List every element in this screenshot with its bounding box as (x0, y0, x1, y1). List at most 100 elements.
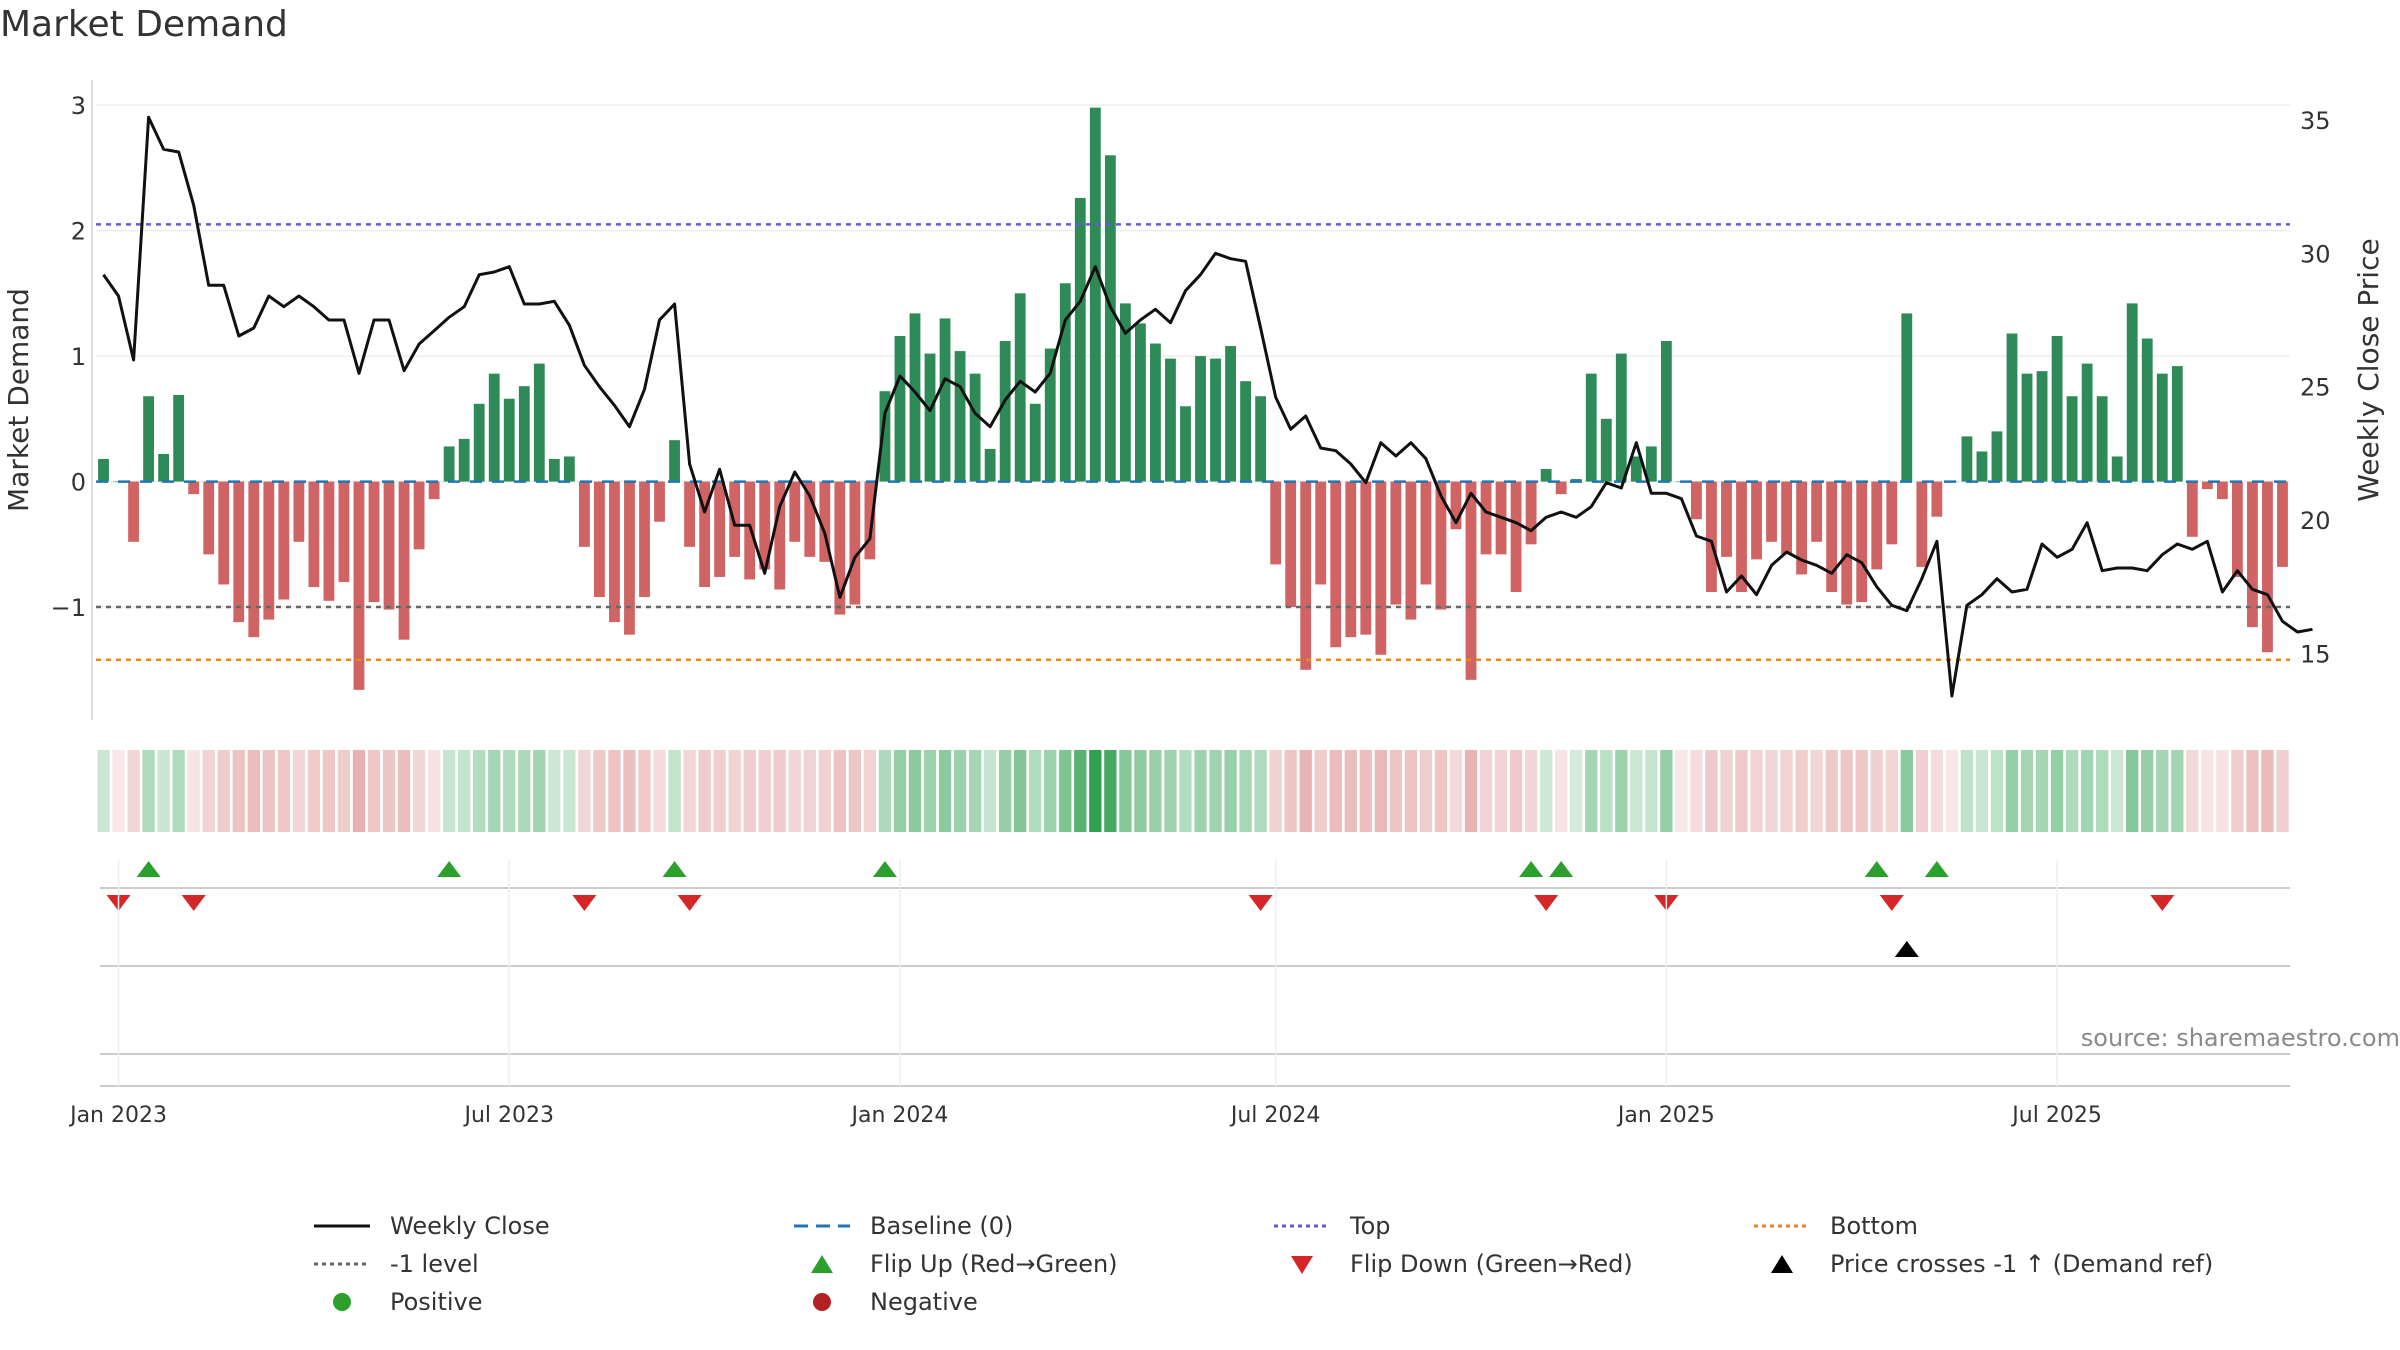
demand-bar (98, 458, 109, 482)
demand-bar (2096, 396, 2108, 482)
heat-cell (157, 750, 170, 832)
demand-bar (443, 446, 455, 482)
legend-label: Flip Up (Red→Green) (870, 1250, 1118, 1278)
heat-cell (1494, 750, 1508, 832)
heat-cell (638, 750, 651, 832)
heat-cell (1254, 750, 1267, 832)
y2-tick-label: 25 (2300, 374, 2331, 402)
demand-bar (729, 481, 741, 557)
demand-bar (1721, 481, 1732, 557)
demand-bar (458, 438, 470, 482)
flip-down-marker (1879, 895, 1904, 911)
heat-cell (1449, 750, 1463, 832)
heat-cell (893, 750, 907, 832)
heat-cell (803, 750, 816, 832)
flip-up-marker (1519, 861, 1544, 877)
heat-cell (247, 750, 260, 832)
heat-cell (1675, 750, 1688, 832)
heat-cell (563, 750, 576, 832)
demand-bar (654, 481, 665, 522)
heat-cell (1299, 750, 1312, 832)
y-tick-label: 3 (71, 92, 86, 120)
demand-bar (1405, 481, 1417, 620)
demand-bar (1465, 481, 1477, 680)
heat-cell (1585, 750, 1598, 832)
legend-label: Top (1350, 1212, 1391, 1240)
x-tick-label: Jul 2025 (2010, 1103, 2102, 1128)
flip-up-marker (872, 861, 897, 877)
demand-bar (173, 394, 185, 482)
heat-cell (1269, 750, 1282, 832)
heat-cell (1855, 750, 1868, 832)
heat-cell (412, 750, 426, 832)
demand-bar (428, 481, 440, 500)
demand-bar (158, 453, 170, 482)
heat-cell (1239, 750, 1252, 832)
demand-bar (1736, 481, 1747, 592)
heat-cell (187, 750, 200, 832)
demand-bar (308, 481, 320, 587)
demand-bar (1285, 481, 1297, 608)
flip-down-marker (2150, 895, 2175, 911)
heat-cell (277, 750, 291, 832)
heat-cell (848, 750, 862, 832)
heat-cell (1825, 750, 1838, 832)
heat-cell (833, 750, 847, 832)
demand-bar (278, 481, 290, 600)
demand-bar (1916, 481, 1928, 567)
demand-bar (609, 481, 620, 623)
solid-line-icon (314, 1224, 370, 1228)
heat-cell (202, 750, 215, 832)
heat-cell (2156, 750, 2169, 832)
heat-cell (292, 750, 306, 832)
heat-cell (2246, 750, 2259, 832)
heat-cell (367, 750, 381, 832)
legend-flip-up: Flip Up (Red→Green) (792, 1250, 1118, 1278)
demand-bar (1014, 293, 1026, 482)
demand-bar (2156, 373, 2168, 482)
demand-bar (2216, 481, 2228, 500)
heat-cell (1630, 750, 1643, 832)
demand-bar (1059, 283, 1071, 482)
demand-bar (1796, 481, 1808, 575)
demand-bar (1104, 155, 1116, 482)
heat-cell (142, 750, 155, 832)
heat-cell (382, 750, 396, 832)
demand-bar (1240, 381, 1252, 482)
legend-label: -1 level (390, 1250, 479, 1278)
demand-bar (864, 481, 876, 560)
demand-bar (2201, 481, 2213, 490)
demand-bar (834, 481, 846, 615)
legend-flip-down: Flip Down (Green→Red) (1272, 1250, 1633, 1278)
heat-cell (172, 750, 185, 832)
heat-cell (683, 750, 696, 832)
demand-bar (1525, 481, 1537, 545)
demand-bar (1044, 348, 1056, 482)
demand-bar (1180, 406, 1191, 482)
heat-cell (427, 750, 441, 832)
demand-bar (1931, 481, 1943, 517)
demand-bar (143, 396, 155, 482)
heat-cell (2216, 750, 2229, 832)
heat-cell (1284, 750, 1297, 832)
triangle-up-icon (1771, 1255, 1793, 1273)
demand-bar (849, 481, 861, 605)
flip-up-marker (136, 861, 161, 877)
demand-bar (353, 481, 365, 690)
demand-bar (1074, 197, 1086, 482)
flip-up-marker (437, 861, 462, 877)
demand-bar (1360, 481, 1372, 635)
demand-bar (774, 481, 786, 590)
y2-tick-label: 20 (2300, 507, 2331, 535)
price-cross-marker (1894, 941, 1919, 957)
heat-cell (1615, 750, 1628, 832)
chart-title: Market Demand (0, 4, 288, 45)
x-tick-label: Jul 2023 (462, 1103, 554, 1128)
demand-bar (969, 373, 981, 482)
heat-cell (2141, 750, 2154, 832)
demand-bar (1871, 481, 1883, 570)
heat-cell (1975, 750, 1989, 832)
heat-cell (1164, 750, 1177, 832)
legend-label: Flip Down (Green→Red) (1350, 1250, 1633, 1278)
demand-bar (533, 363, 545, 482)
